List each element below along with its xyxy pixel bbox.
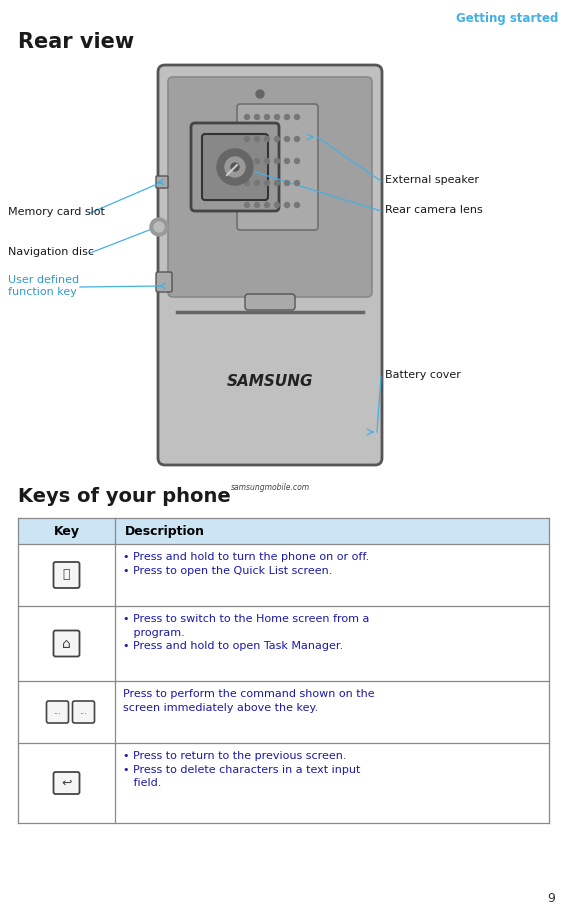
Text: User defined
function key: User defined function key (8, 275, 79, 297)
Circle shape (245, 114, 250, 120)
Circle shape (254, 114, 259, 120)
Circle shape (225, 157, 245, 177)
Text: Getting started: Getting started (455, 12, 558, 25)
Text: • Press to switch to the Home screen from a
   program.
• Press and hold to open: • Press to switch to the Home screen fro… (123, 614, 370, 651)
Circle shape (245, 202, 250, 208)
Text: samsungmobile.com: samsungmobile.com (231, 482, 310, 491)
Circle shape (254, 136, 259, 142)
Text: SAMSUNG: SAMSUNG (227, 374, 313, 390)
FancyBboxPatch shape (245, 294, 295, 310)
Text: Keys of your phone: Keys of your phone (18, 487, 231, 506)
Text: Rear camera lens: Rear camera lens (385, 205, 483, 215)
Circle shape (294, 114, 299, 120)
Circle shape (231, 163, 239, 171)
Circle shape (264, 180, 270, 186)
Text: Battery cover: Battery cover (385, 370, 461, 380)
Circle shape (254, 158, 259, 164)
Circle shape (264, 114, 270, 120)
FancyBboxPatch shape (156, 272, 172, 292)
FancyBboxPatch shape (54, 630, 80, 656)
FancyBboxPatch shape (18, 518, 549, 544)
FancyBboxPatch shape (158, 65, 382, 465)
Circle shape (275, 202, 280, 208)
Circle shape (275, 136, 280, 142)
Text: Description: Description (125, 524, 205, 537)
FancyBboxPatch shape (191, 123, 279, 211)
Text: Press to perform the command shown on the
screen immediately above the key.: Press to perform the command shown on th… (123, 689, 375, 713)
Text: • Press and hold to turn the phone on or off.
• Press to open the Quick List scr: • Press and hold to turn the phone on or… (123, 552, 370, 576)
Text: ...: ... (80, 707, 88, 716)
Text: External speaker: External speaker (385, 175, 479, 185)
Text: ...: ... (54, 707, 62, 716)
Circle shape (285, 136, 289, 142)
Circle shape (285, 158, 289, 164)
Text: Key: Key (54, 524, 80, 537)
Circle shape (254, 180, 259, 186)
Text: ↩: ↩ (61, 777, 72, 790)
Circle shape (294, 202, 299, 208)
Circle shape (294, 136, 299, 142)
Circle shape (245, 158, 250, 164)
Circle shape (294, 158, 299, 164)
Text: 9: 9 (547, 892, 555, 905)
Text: ⌂: ⌂ (62, 637, 71, 651)
FancyBboxPatch shape (237, 104, 318, 230)
Circle shape (275, 158, 280, 164)
Circle shape (245, 180, 250, 186)
Text: Navigation disc: Navigation disc (8, 247, 94, 257)
Circle shape (285, 202, 289, 208)
FancyBboxPatch shape (54, 772, 80, 794)
Circle shape (294, 180, 299, 186)
FancyBboxPatch shape (202, 134, 268, 200)
Circle shape (254, 202, 259, 208)
FancyBboxPatch shape (72, 701, 94, 723)
Circle shape (264, 136, 270, 142)
Circle shape (256, 90, 264, 98)
FancyBboxPatch shape (54, 562, 80, 588)
Circle shape (264, 202, 270, 208)
Circle shape (275, 114, 280, 120)
Text: Rear view: Rear view (18, 32, 134, 52)
Circle shape (217, 149, 253, 185)
FancyBboxPatch shape (46, 701, 68, 723)
Circle shape (150, 218, 168, 236)
Text: ⏻: ⏻ (63, 568, 70, 582)
FancyBboxPatch shape (156, 176, 168, 188)
Circle shape (154, 222, 164, 232)
Circle shape (285, 180, 289, 186)
Text: Memory card slot: Memory card slot (8, 207, 105, 217)
Text: • Press to return to the previous screen.
• Press to delete characters in a text: • Press to return to the previous screen… (123, 751, 360, 788)
Circle shape (275, 180, 280, 186)
Circle shape (245, 136, 250, 142)
Circle shape (285, 114, 289, 120)
FancyBboxPatch shape (168, 77, 372, 297)
Circle shape (264, 158, 270, 164)
